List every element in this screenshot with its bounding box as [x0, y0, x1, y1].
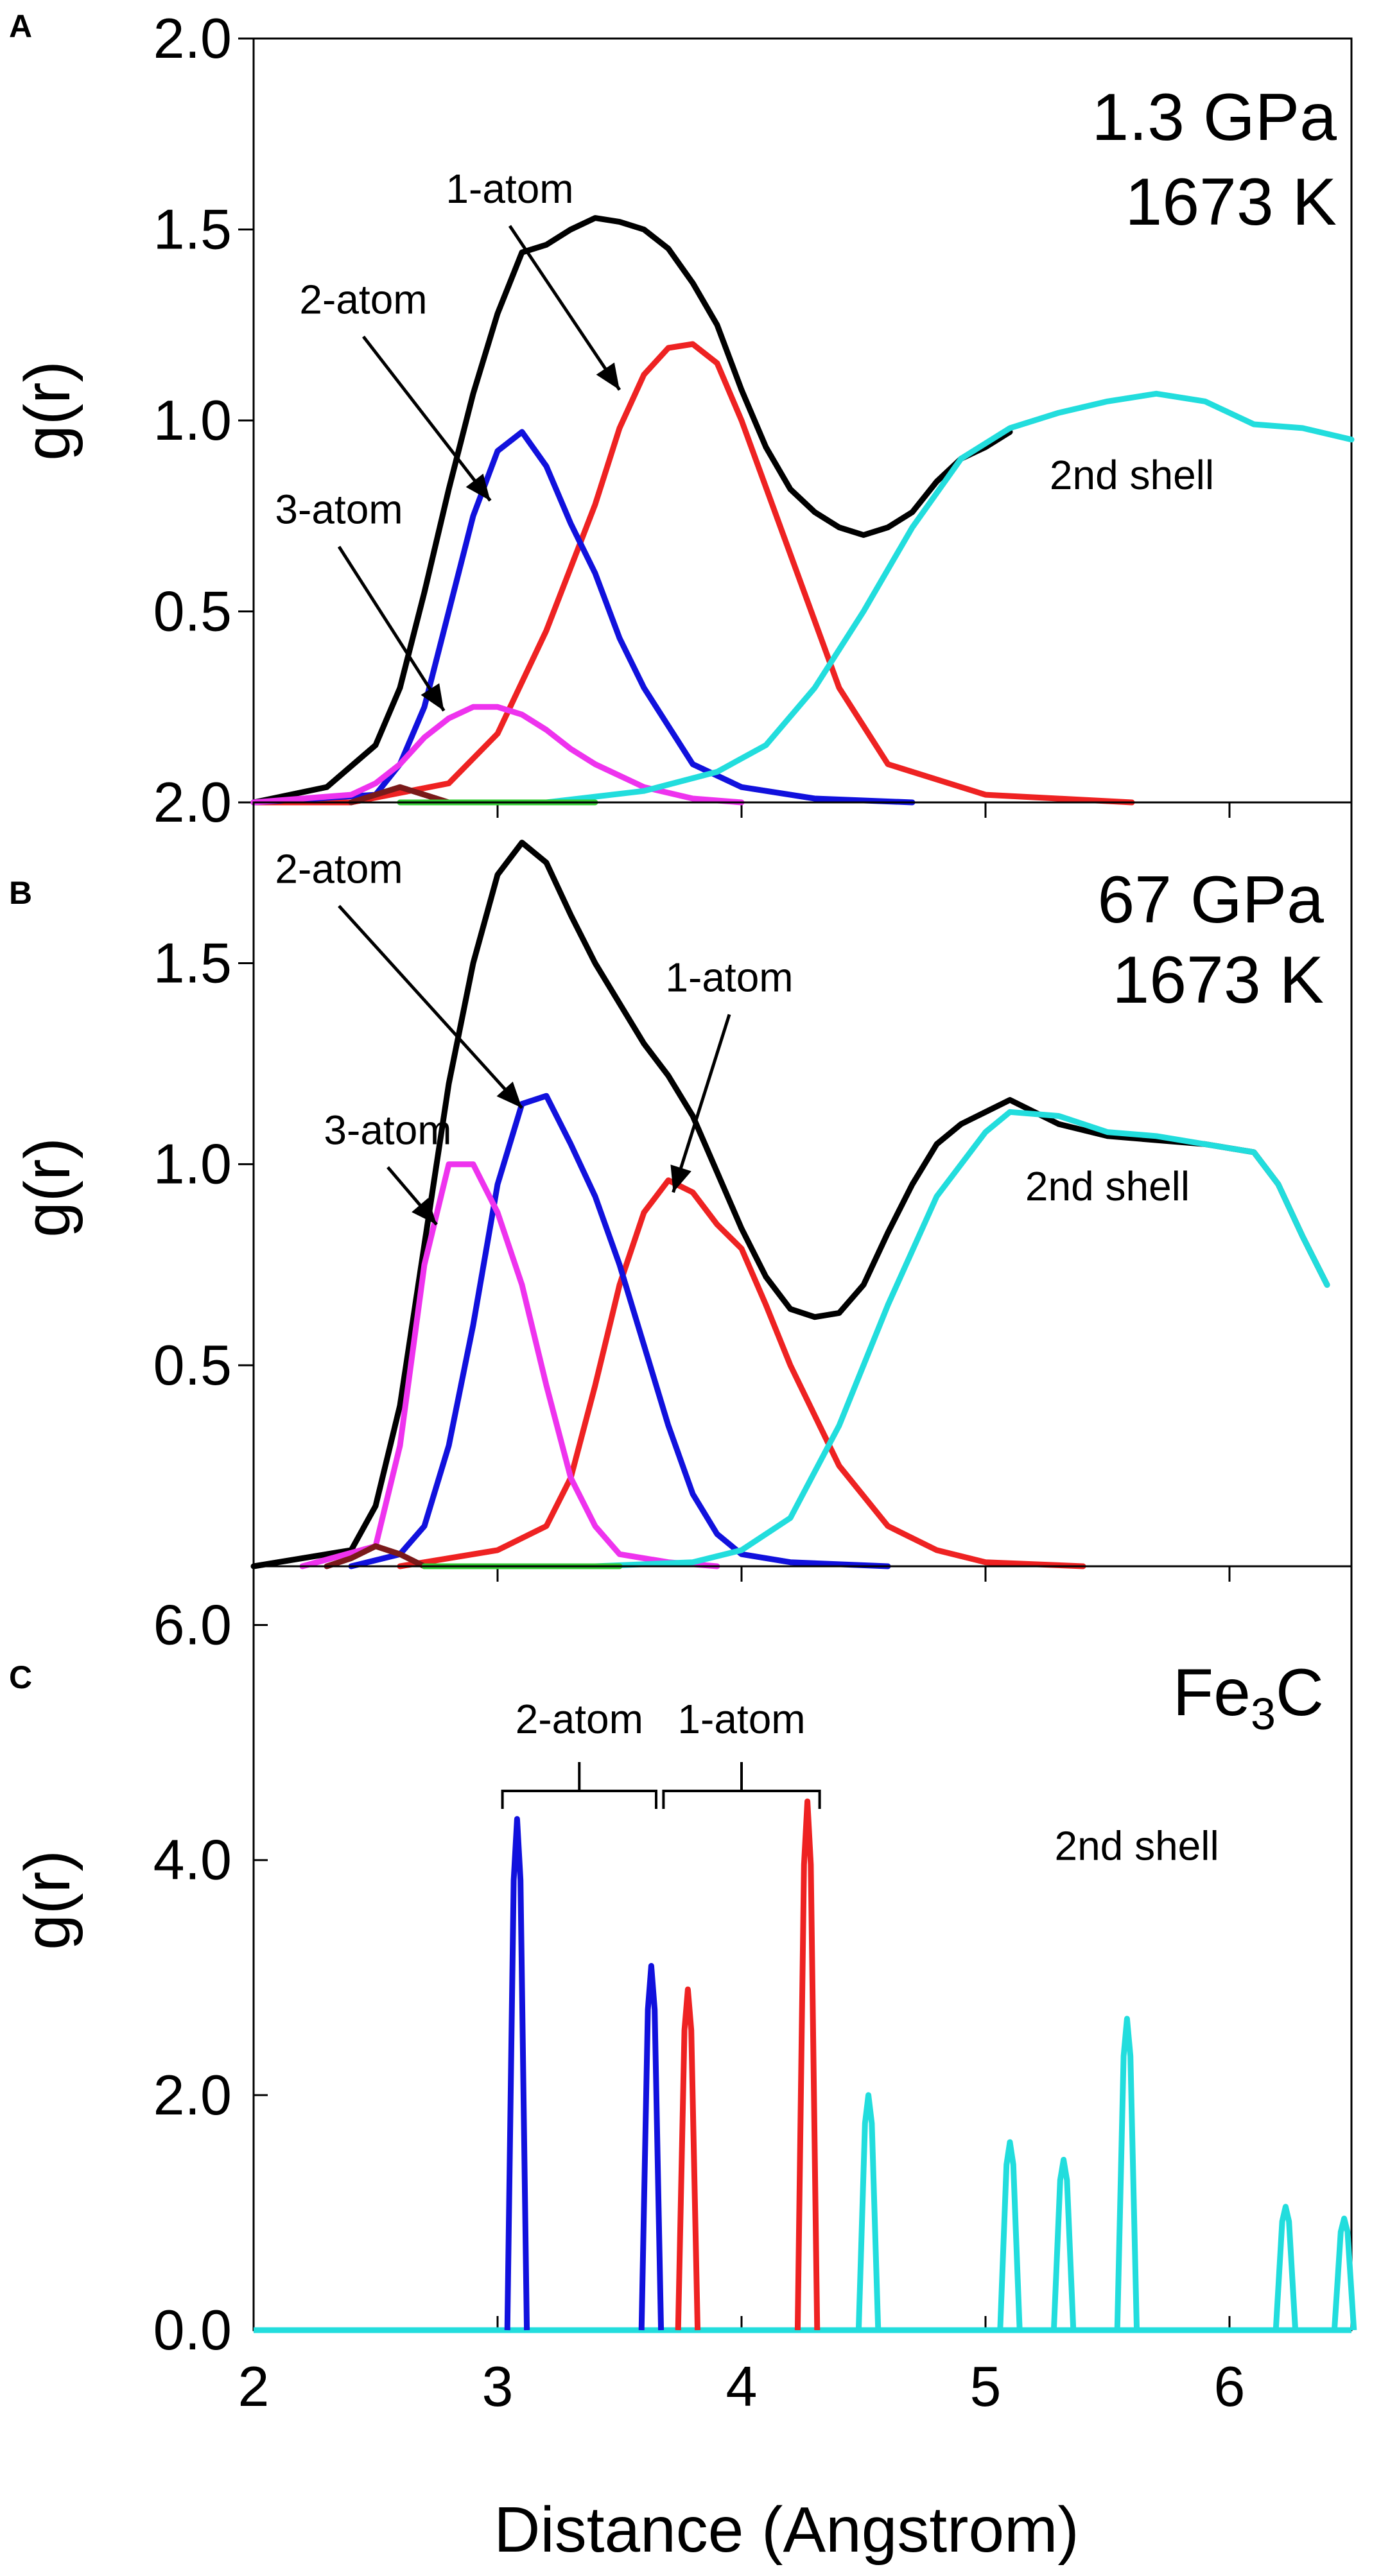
- panel-c-peak-8: [1272, 2204, 1299, 2331]
- panel-a-annotation-arrowhead-1-atom: [596, 362, 620, 390]
- panel-a-region-label: 2nd shell: [1050, 452, 1214, 498]
- panel-c-peak-7: [1114, 2016, 1140, 2331]
- panel-c-peak-0: [504, 1816, 530, 2331]
- panel-b-ytick-label-2: 1.5: [153, 931, 232, 995]
- panel-c-xtick-label-1: 3: [482, 2355, 514, 2418]
- panel-b-annotation-1-atom: 1-atom: [665, 954, 793, 1000]
- panel-b-region-label: 2nd shell: [1025, 1163, 1190, 1209]
- panel-b-ytick-label-0: 0.5: [153, 1333, 232, 1397]
- panel-b-ytick-label-1: 1.0: [153, 1132, 232, 1196]
- panel-a-ytick-label-1: 0.5: [153, 580, 232, 643]
- panel-c-title-subscript: 3: [1251, 1689, 1276, 1739]
- panel-b-annotation-arrow-2-atom: [338, 904, 523, 1109]
- panel-c-bracket-1-atom: [662, 1762, 821, 1809]
- panel-b-series-3-atom: [299, 1161, 720, 1569]
- panel-a-condition-temperature: 1673 K: [1125, 165, 1337, 239]
- panel-b-series-minor: [324, 1543, 428, 1569]
- panel-c-title-fe: Fe: [1173, 1655, 1251, 1730]
- panel-b-condition-pressure: 67 GPa: [1097, 863, 1324, 937]
- panel-b-series-total: [250, 840, 1330, 1569]
- panel-c-xtick-label-4: 6: [1214, 2355, 1246, 2418]
- panel-b-annotation-3-atom: 3-atom: [324, 1107, 451, 1153]
- panel-b-series-2nd-shell: [592, 1109, 1330, 1569]
- panel-a-series-2nd-shell: [543, 390, 1355, 806]
- panel-a-annotation-arrow-1-atom: [508, 225, 621, 391]
- panel-c-ytick-label-0: 0.0: [153, 2298, 232, 2362]
- panel-c-region-label: 2nd shell: [1055, 1823, 1219, 1869]
- panel-b-annotation-arrow-1-atom: [672, 1014, 731, 1193]
- panel-c-bracket-label-1-atom: 1-atom: [677, 1696, 805, 1742]
- panel-a-annotation-arrow-3-atom: [337, 546, 446, 712]
- panel-a-series-1-atom: [250, 341, 1135, 806]
- x-axis-label: Distance (Angstrom): [494, 2494, 1079, 2566]
- panel-b-series-1-atom: [397, 1177, 1086, 1569]
- panel-c-title: Fe3C: [1173, 1655, 1324, 1739]
- panel-a-ytick-label-3: 1.5: [153, 198, 232, 261]
- panel-b-annotation-arrowhead-2-atom: [496, 1081, 522, 1108]
- panel-c-ytick-label-3: 6.0: [153, 1593, 232, 1657]
- panel-b-annotation-arrowhead-1-atom: [670, 1164, 691, 1193]
- panel-a: A 1.3 GPa 1673 K g(r) 2.0 0.5 1.0 1.5 2.0 1-a…: [9, 6, 1355, 834]
- panel-a-annotation-3-atom: 3-atom: [275, 487, 403, 533]
- panel-a-annotation-arrow-2-atom: [362, 335, 492, 502]
- panel-a-series-3-atom: [250, 704, 745, 806]
- panel-a-ytick-label-4: 2.0: [153, 6, 232, 70]
- panel-b-condition-temperature: 1673 K: [1112, 943, 1324, 1017]
- panel-c-bracket-label-2-atom: 2-atom: [516, 1696, 643, 1742]
- panel-a-series-2-atom: [250, 429, 916, 806]
- panel-c-xtick-label-0: 2: [238, 2355, 270, 2418]
- panel-c-title-c: C: [1276, 1655, 1324, 1730]
- panel-a-series-minor: [348, 784, 452, 806]
- panel-b-annotation-2-atom: 2-atom: [275, 845, 403, 892]
- panel-a-label: A: [9, 8, 32, 44]
- panel-c: C Fe3C g(r) 0.02.04.06.02 3 4 5 62-atom 1-ato…: [9, 1565, 1357, 2418]
- panel-a-condition-pressure: 1.3 GPa: [1091, 80, 1337, 155]
- panel-a-annotation-1-atom: 1-atom: [446, 166, 573, 212]
- panel-c-xtick-label-2: 4: [726, 2355, 758, 2418]
- panel-c-peak-6: [1050, 2157, 1077, 2331]
- panel-b-series-2-atom: [348, 1093, 891, 1569]
- panel-c-peak-4: [855, 2092, 882, 2331]
- panel-c-ytick-label-2: 4.0: [153, 1828, 232, 1892]
- panel-b-annotation-arrowhead-3-atom: [412, 1198, 437, 1225]
- panel-a-ytick-label-2: 1.0: [153, 388, 232, 452]
- panel-b: B 67 GPa 1673 K g(r) 0.5 1.0 1.5 2-atom 3-at…: [9, 801, 1353, 1582]
- panel-c-xtick-label-3: 5: [970, 2355, 1002, 2418]
- panel-a-ytick-label-0: 2.0: [153, 770, 232, 834]
- panel-b-label: B: [9, 875, 32, 911]
- panel-c-peak-9: [1331, 2215, 1357, 2331]
- panel-c-bracket-2-atom: [501, 1762, 657, 1809]
- panel-c-peak-1: [638, 1963, 664, 2331]
- panel-a-annotation-arrowhead-3-atom: [421, 683, 444, 711]
- panel-c-label: C: [9, 1659, 32, 1695]
- panel-c-ytick-label-1: 2.0: [153, 2063, 232, 2127]
- panel-c-y-axis-label: g(r): [12, 1850, 83, 1950]
- panel-c-peak-2: [675, 1986, 701, 2331]
- panel-a-annotation-arrowhead-2-atom: [465, 473, 491, 501]
- panel-b-y-axis-label: g(r): [12, 1137, 83, 1238]
- panel-a-series-total: [250, 215, 1013, 806]
- panel-c-peak-3: [794, 1798, 821, 2331]
- panel-a-annotation-2-atom: 2-atom: [299, 276, 427, 322]
- panel-a-y-axis-label: g(r): [12, 361, 83, 461]
- panel-c-peak-5: [997, 2139, 1023, 2331]
